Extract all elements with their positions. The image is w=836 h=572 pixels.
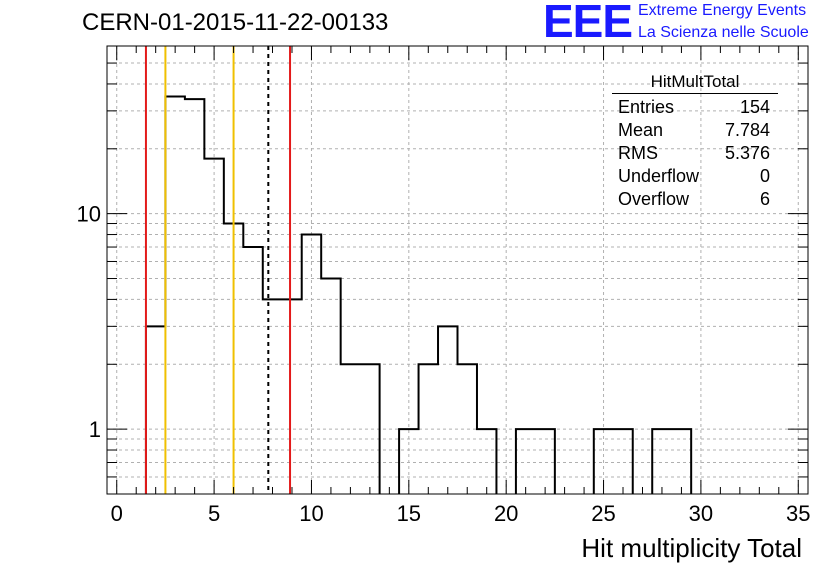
- stats-label: Overflow: [618, 189, 690, 209]
- axis-layer: [106, 45, 809, 495]
- x-tick-label: 15: [397, 501, 421, 526]
- x-axis-label: Hit multiplicity Total: [581, 533, 802, 563]
- stats-title: HitMultTotal: [612, 72, 778, 94]
- eee-logo: EEE: [543, 0, 633, 47]
- logo-subtitle-1: Extreme Energy Events: [638, 2, 807, 19]
- stats-value: 0: [759, 166, 770, 186]
- x-tick-label: 20: [494, 501, 518, 526]
- x-tick-label: 25: [591, 501, 615, 526]
- histogram-outline: [144, 95, 693, 494]
- stats-row-mean: Mean 7.784: [612, 119, 778, 142]
- x-tick-label: 30: [689, 501, 713, 526]
- stats-value: 6: [759, 189, 770, 209]
- tick-label-layer: 0 5 10 15 20 25 30 35 1 10: [77, 202, 811, 526]
- chart-title: CERN-01-2015-11-22-00133: [82, 9, 389, 36]
- histogram-layer: [144, 95, 693, 494]
- stats-row-overflow: Overflow 6: [612, 188, 778, 211]
- stats-value: 5.376: [724, 143, 770, 163]
- x-tick-label: 0: [111, 501, 123, 526]
- marker-layer: [144, 46, 292, 494]
- logo-subtitle-2: La Scienza nelle Scuole: [638, 24, 809, 41]
- stats-value: 7.784: [724, 120, 770, 140]
- stats-label: Mean: [618, 120, 664, 140]
- stats-value: 154: [739, 97, 770, 117]
- stats-row-rms: RMS 5.376: [612, 142, 778, 165]
- plot-frame: [106, 45, 809, 495]
- stats-label: Underflow: [618, 166, 700, 186]
- x-tick-label: 35: [786, 501, 810, 526]
- y-tick-label: 1: [89, 417, 101, 442]
- stats-row-entries: Entries 154: [612, 96, 778, 119]
- stats-box: HitMultTotal Entries 154 Mean 7.784 RMS …: [612, 72, 778, 211]
- stats-row-underflow: Underflow 0: [612, 165, 778, 188]
- stats-label: Entries: [618, 97, 675, 117]
- stats-label: RMS: [618, 143, 658, 163]
- x-tick-label: 10: [299, 501, 323, 526]
- x-tick-label: 5: [208, 501, 220, 526]
- y-tick-label: 10: [77, 202, 101, 227]
